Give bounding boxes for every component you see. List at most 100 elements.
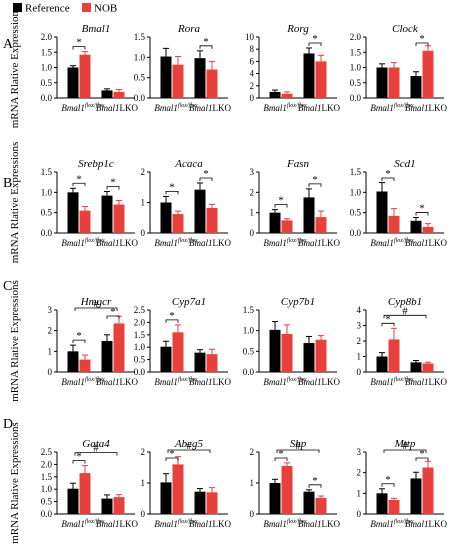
y-tick-label: 2 — [357, 468, 362, 478]
x-label-genotype: LKO — [322, 377, 341, 387]
y-tick-label: 0 — [357, 367, 362, 377]
x-category-label: Bmal1LKO — [298, 377, 340, 387]
x-label-genotype: LKO — [213, 377, 232, 387]
significance-bracket — [381, 177, 395, 181]
bar-nob — [206, 354, 218, 372]
bar-reference — [194, 352, 206, 372]
chart-title: Mttp — [394, 438, 416, 450]
chart-title: Cyp8b1 — [388, 296, 422, 308]
x-category-label: Bmal1flox/flox — [61, 518, 104, 529]
bar-nob — [388, 67, 400, 98]
chart-title: Bmal1 — [82, 23, 111, 35]
y-tick-label: 2 — [250, 447, 255, 457]
bar-reference — [101, 90, 113, 98]
x-label-genotype: LKO — [120, 377, 139, 387]
y-tick-label: 3 — [250, 167, 255, 177]
y-tick-label: 0.5 — [41, 208, 53, 218]
significance-bracket — [199, 45, 213, 49]
y-tick-label: 0.5 — [134, 73, 146, 83]
y-tick-label: 2.0 — [134, 317, 146, 327]
legend-swatch-nob — [82, 3, 91, 12]
y-tick-label: 0 — [250, 93, 255, 103]
x-category-label: Bmal1flox/flox — [263, 237, 306, 248]
y-tick-label: 6 — [250, 56, 255, 66]
x-label-genotype: flox/flox — [178, 518, 198, 525]
x-label-genotype: LKO — [322, 519, 341, 529]
bar-reference — [160, 56, 172, 98]
x-category-label: Bmal1flox/flox — [154, 518, 197, 529]
x-label-gene: Bmal1 — [61, 103, 85, 113]
y-tick-label: 1 — [141, 478, 146, 488]
x-label-gene: Bmal1 — [96, 103, 120, 113]
y-tick-label: 1.5 — [350, 47, 362, 57]
significance-star: * — [419, 448, 425, 460]
x-category-label: Bmal1LKO — [189, 377, 231, 387]
x-label-genotype: flox/flox — [287, 376, 307, 383]
bar-nob — [281, 220, 293, 233]
significance-star: * — [203, 36, 209, 48]
y-tick-label: 1.5 — [134, 330, 146, 340]
y-tick-label: 1.0 — [41, 63, 53, 73]
y-tick-label: 0.0 — [243, 367, 255, 377]
y-axis-title: mRNA Rlative Expressions — [9, 7, 21, 129]
genotype-bracket — [74, 452, 118, 456]
legend: Reference NOB — [13, 3, 117, 15]
bar-reference — [269, 212, 281, 233]
bar-nob — [172, 64, 184, 98]
significance-bracket — [308, 183, 322, 187]
x-label-gene: Bmal1 — [370, 238, 394, 248]
significance-bracket — [308, 42, 322, 46]
y-tick-label: 1.0 — [243, 326, 255, 336]
bar-nob — [172, 464, 184, 514]
bar-nob — [79, 54, 91, 98]
x-label-gene: Bmal1 — [370, 103, 394, 113]
y-tick-label: 2 — [48, 326, 53, 336]
bar-reference — [410, 362, 422, 372]
chart-title: Gata4 — [82, 438, 110, 450]
x-category-label: Bmal1flox/flox — [154, 102, 197, 113]
genotype-hash: # — [186, 440, 192, 452]
chart-title: Shp — [290, 438, 307, 450]
y-tick-label: 1 — [357, 488, 362, 498]
bar-nob — [281, 465, 293, 514]
chart-title: Clock — [392, 23, 419, 35]
significance-bracket — [415, 457, 429, 461]
y-tick-label: 2 — [250, 81, 255, 91]
bar-nob — [79, 473, 91, 514]
significance-star: * — [278, 448, 284, 460]
x-label-genotype: flox/flox — [178, 376, 198, 383]
significance-bracket — [165, 457, 179, 461]
bar-nob — [79, 359, 91, 372]
y-tick-label: 0 — [141, 509, 146, 519]
bar-reference — [269, 91, 281, 98]
x-label-genotype: flox/flox — [178, 237, 198, 244]
chart-gata4: Gata4 0.0 0.5 1.0 1.5 2.0 2.5 * # Bmal1flox/floxB… — [41, 438, 139, 529]
y-tick-label: 1.5 — [243, 305, 255, 315]
significance-bracket — [415, 42, 429, 46]
chart-title: Cyp7a1 — [172, 296, 206, 308]
x-category-label: Bmal1flox/flox — [370, 237, 413, 248]
y-tick-label: 8 — [250, 44, 255, 54]
chart-title: Acaca — [174, 158, 203, 170]
y-tick-label: 2.5 — [134, 305, 146, 315]
y-tick-label: 0.5 — [41, 78, 53, 88]
significance-bracket — [274, 457, 288, 461]
y-axis-title: mRNA Rlative Expressions — [9, 142, 21, 264]
significance-bracket — [199, 177, 213, 181]
x-label-gene: Bmal1 — [96, 377, 120, 387]
significance-star: * — [419, 33, 425, 45]
y-tick-label: 0 — [250, 509, 255, 519]
bar-nob — [113, 497, 125, 514]
significance-star: * — [76, 173, 82, 185]
x-label-genotype: LKO — [120, 238, 139, 248]
x-label-gene: Bmal1 — [154, 519, 178, 529]
chart-title: Cyp7b1 — [281, 296, 315, 308]
chart-title: Scd1 — [394, 158, 415, 170]
x-label-gene: Bmal1 — [298, 238, 322, 248]
y-tick-label: 1.5 — [41, 472, 53, 482]
significance-star: * — [110, 306, 116, 318]
